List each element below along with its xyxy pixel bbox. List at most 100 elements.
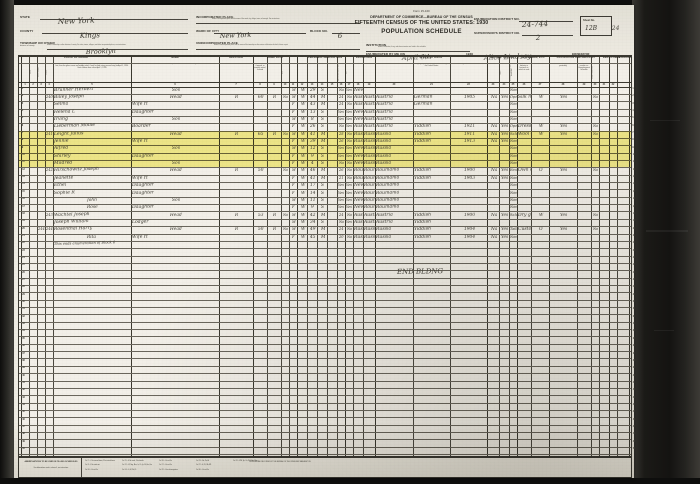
line-number-left: 13	[22, 176, 25, 179]
cell-sex: M	[291, 212, 296, 217]
column-number: 5	[91, 82, 93, 86]
line-number-right: 16	[632, 198, 636, 201]
row-rule	[19, 336, 631, 338]
cell-marital: M	[320, 234, 326, 240]
column-group-header: MOTHER TONGUE	[490, 56, 514, 60]
cell-imm: 1904	[463, 226, 476, 233]
cell-english: Yes	[500, 124, 508, 130]
cell-birth-father: Roumania	[364, 204, 376, 211]
cell-relation: Wife H	[132, 138, 149, 145]
cell-tongue: Yiddish	[414, 175, 432, 181]
cell-marital: S	[320, 183, 324, 189]
cell-radio: R	[272, 131, 277, 137]
cell-birth-person: New York	[354, 146, 364, 152]
line-number-right: 40	[632, 374, 636, 377]
row-rule	[19, 108, 631, 110]
incorporated-instructions: Name of incorporated place and the name …	[212, 18, 280, 20]
cell-value: 50	[257, 227, 264, 233]
column-header-text: Number of farm schedule	[609, 65, 610, 80]
column-header-text: Marital condition	[317, 67, 318, 78]
cell-race: W	[300, 138, 306, 145]
row-rule	[19, 255, 631, 257]
cell-birth-mother: Austria	[376, 116, 394, 122]
cell-birth-person: New York	[354, 182, 364, 189]
cell-tongue: Yiddish	[414, 234, 432, 240]
cell-farm: No	[282, 94, 288, 99]
line-number-left: 29	[22, 293, 25, 296]
cell-marital: M	[320, 131, 326, 137]
line-number-right: 37	[632, 352, 636, 355]
line-number-right: 5	[632, 117, 634, 120]
cell-class: W	[538, 94, 544, 100]
row-rule	[19, 439, 631, 441]
line-number-right: 2	[632, 95, 634, 98]
line-number-right: 11	[632, 161, 636, 164]
cell-birth-mother: Austria	[376, 94, 394, 100]
cell-family: 242	[45, 168, 53, 173]
row-rule	[19, 424, 631, 426]
cell-own: R	[234, 168, 239, 174]
cell-birth-father: Roumania	[364, 182, 376, 189]
cell-race: W	[300, 219, 306, 225]
cell-farm: No	[282, 168, 288, 173]
row-rule	[19, 329, 631, 331]
cell-birth-mother: Russia	[376, 138, 392, 145]
footer-note: Col. 12.—W, Neg, Mex, In, Ch, Jp, Fil, H…	[122, 465, 153, 467]
row-rule	[19, 446, 631, 448]
cell-birth-person: Roumania	[354, 168, 364, 174]
cell-school: 26	[338, 168, 344, 173]
column-header-text: FATHER	[365, 64, 373, 66]
cell-relation: Head	[170, 226, 183, 233]
line-number-right: 29	[632, 293, 636, 296]
line-number-left: 49	[22, 440, 25, 443]
line-number-right: 13	[632, 176, 636, 179]
cell-english: Yes	[500, 138, 508, 145]
township-sublabel: division of county	[20, 44, 35, 47]
column-number: 12	[300, 82, 304, 86]
row-rule	[19, 358, 631, 360]
row-rule	[19, 365, 631, 367]
row-rule	[19, 284, 631, 286]
highlighted-family-band	[19, 130, 631, 168]
line-number-right: 41	[632, 381, 636, 384]
line-number-right: 28	[632, 286, 636, 289]
row-rule	[19, 218, 631, 220]
abbreviations-subtitle: For abbreviations used in column 4, see …	[33, 467, 69, 469]
cell-birth-father: Austria	[364, 212, 376, 218]
cell-occupation: None	[509, 87, 517, 92]
cell-birth-mother: Roumania	[376, 197, 400, 203]
cell-english: Yes	[500, 227, 508, 233]
cell-read: Yes	[345, 146, 352, 151]
line-number-right: 43	[632, 396, 636, 399]
cell-occupation: None	[509, 175, 517, 180]
row-rule	[19, 101, 631, 103]
cell-occupation: Operator	[510, 94, 518, 99]
column-header-text: If not, line number on Unemployment Sche…	[578, 64, 590, 72]
cell-marital: M	[320, 138, 326, 145]
cell-school: No	[338, 87, 344, 92]
column-number: 25	[511, 82, 515, 86]
line-number-right: 48	[632, 433, 636, 436]
footer-note: Col. 10.—Yes or No.	[85, 469, 99, 471]
column-number: 7	[235, 82, 237, 86]
cell-marital: S	[320, 197, 324, 203]
cell-race: W	[300, 87, 306, 93]
column-header-text: Does this family live on a farm?	[281, 65, 284, 80]
cell-name: Rita	[87, 234, 97, 240]
cell-english: Yes	[500, 94, 508, 100]
cell-sex: M	[291, 146, 296, 151]
footer-note: Col. 7.—O for owned home; R for rented h…	[85, 460, 116, 462]
cell-marital: M	[320, 168, 326, 174]
column-header-text: Whether actually at work yesterday	[553, 64, 573, 68]
cell-birth-father: Roumania	[364, 168, 376, 174]
cell-school: 24	[338, 94, 344, 99]
cell-name: Jeanette	[54, 175, 74, 181]
cell-value: 53	[257, 212, 264, 218]
row-rule	[19, 93, 631, 95]
cell-race: W	[300, 227, 306, 233]
line-number-left: 16	[22, 198, 25, 201]
cell-birth-father: Russia	[364, 131, 376, 137]
cell-marital: S	[320, 161, 324, 167]
cell-tongue: Yiddish	[414, 226, 432, 233]
row-rule	[19, 248, 631, 250]
